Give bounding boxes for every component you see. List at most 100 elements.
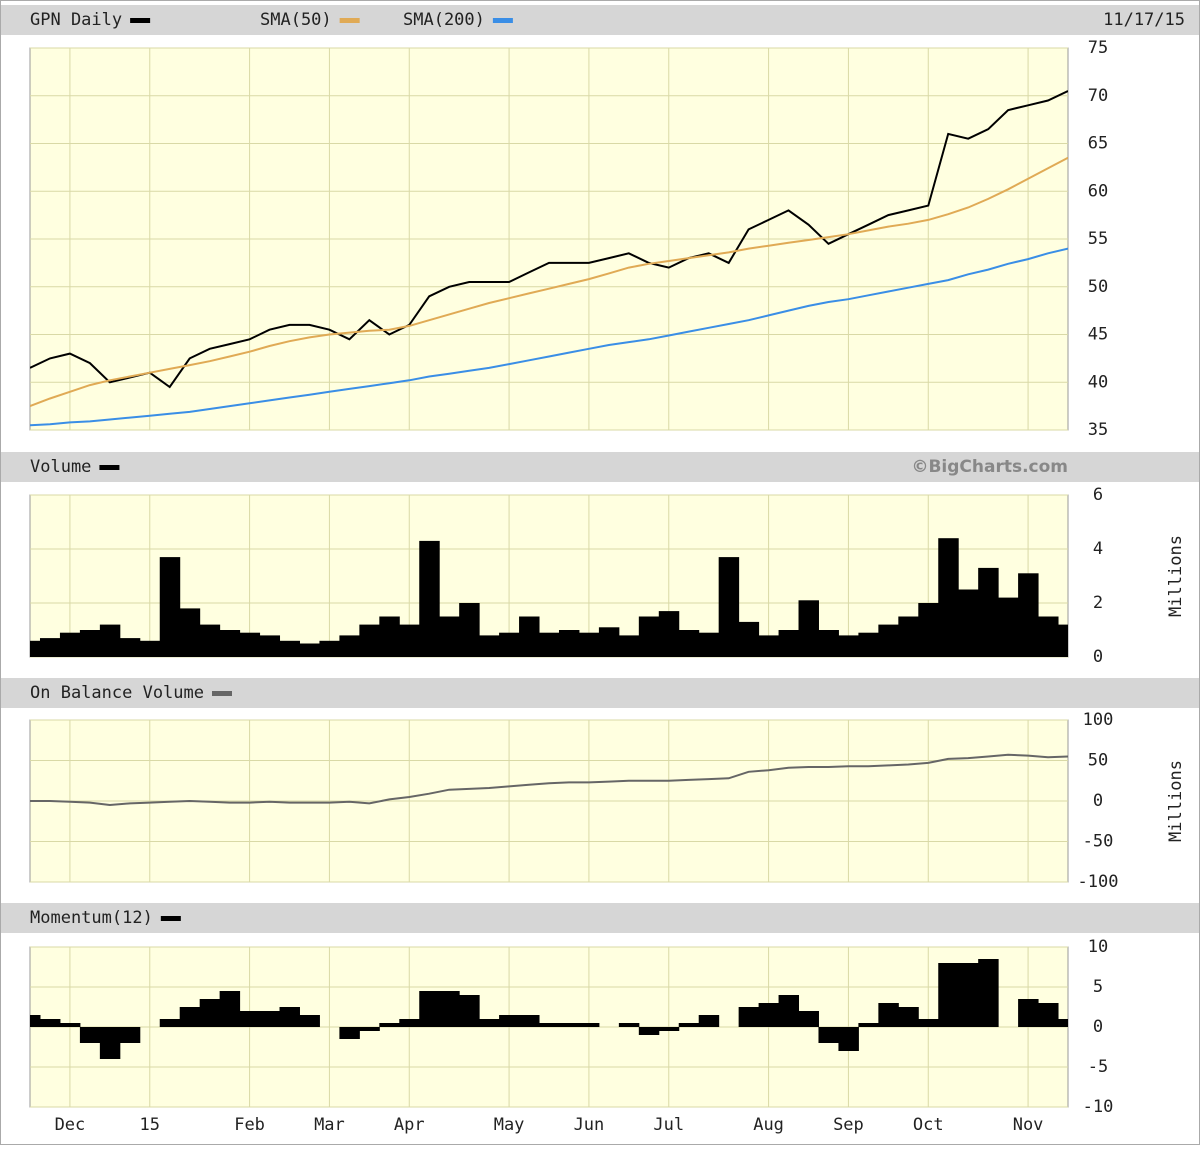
bar [838,635,859,657]
y-tick-label: 50 [1088,277,1108,297]
bar [558,1023,580,1027]
bar [539,632,560,657]
bar [798,600,819,657]
bar [1038,616,1059,657]
bar [998,597,1019,657]
legend-swatch [130,18,151,23]
bar [618,635,640,657]
bar [778,630,800,657]
y-tick-label: 70 [1088,86,1108,106]
bar [658,1027,680,1031]
legend-label: GPN Daily [30,10,122,30]
bar [279,640,300,657]
x-tick-label: Aug [753,1115,784,1135]
bar [179,608,201,657]
bar [159,557,181,657]
bar [59,632,81,657]
bar [519,616,540,657]
bar [758,635,780,657]
bar [818,630,839,657]
bar [399,1019,420,1027]
bar [838,1027,859,1051]
bar [878,624,899,657]
legend-swatch [99,465,120,470]
bar [958,589,979,657]
bar [738,621,760,657]
bar [30,1015,41,1027]
bar [59,1023,81,1027]
bar [339,635,360,657]
bar [738,1007,760,1027]
legend-swatch [212,691,232,696]
bar [299,643,320,657]
bar [99,624,121,657]
legend-label: SMA(50) [260,10,332,30]
legend-label: On Balance Volume [30,683,204,703]
bar [79,1027,101,1043]
y-tick-label: 2 [1093,593,1103,613]
legend-label: Momentum(12) [30,908,153,928]
bar [718,557,740,657]
bar [30,640,41,657]
x-tick-label: Apr [394,1115,425,1135]
marks [30,753,1068,807]
bar [758,1003,780,1027]
x-tick-label: May [494,1115,525,1135]
bar [638,616,660,657]
y-tick-label: 0 [1093,647,1103,667]
y-tick-label: 50 [1088,751,1108,771]
y-tick-label: 5 [1093,977,1103,997]
date-label: 11/17/15 [1103,10,1185,30]
bar [938,963,959,1027]
bar [1038,1003,1059,1027]
bar [858,632,879,657]
x-tick-label: Nov [1013,1115,1044,1135]
y-axis-label: Millions [1166,535,1186,617]
legend-label: SMA(200) [403,10,485,30]
bar [399,624,420,657]
y-tick-label: -50 [1083,832,1114,852]
bar [499,1015,520,1027]
bar [519,1015,540,1027]
bar [978,567,999,657]
bar [698,1015,720,1027]
y-tick-label: -10 [1083,1097,1114,1117]
bar [578,1023,600,1027]
y-tick-label: 45 [1088,325,1108,345]
bar [199,624,221,657]
bar [598,627,620,657]
bar [459,995,480,1027]
panel-header [1,452,1199,482]
bar [39,638,61,657]
bar [578,632,600,657]
bar [918,1019,939,1027]
bar [678,1023,700,1027]
bar [319,640,340,657]
y-tick-label: 0 [1093,1017,1103,1037]
bar [858,1023,879,1027]
bar [558,630,580,657]
bar [459,603,480,657]
bar [359,1027,380,1031]
credit: ©BigCharts.com [911,457,1068,477]
bar [499,632,520,657]
bar [798,1011,819,1027]
bar [259,635,281,657]
marks [30,90,1068,427]
bar [279,1007,300,1027]
legend-swatch [492,18,513,23]
bar [199,999,221,1027]
x-tick-label: Jul [653,1115,684,1135]
bar [219,630,241,657]
bar [119,1027,141,1043]
bar [419,991,440,1027]
y-tick-label: 55 [1088,229,1108,249]
bar [179,1007,201,1027]
bar [119,638,141,657]
bar [379,616,400,657]
bar [159,1019,181,1027]
x-tick-label: Jun [574,1115,605,1135]
y-tick-label: 100 [1083,710,1114,730]
bar [339,1027,360,1039]
bar [978,959,999,1027]
